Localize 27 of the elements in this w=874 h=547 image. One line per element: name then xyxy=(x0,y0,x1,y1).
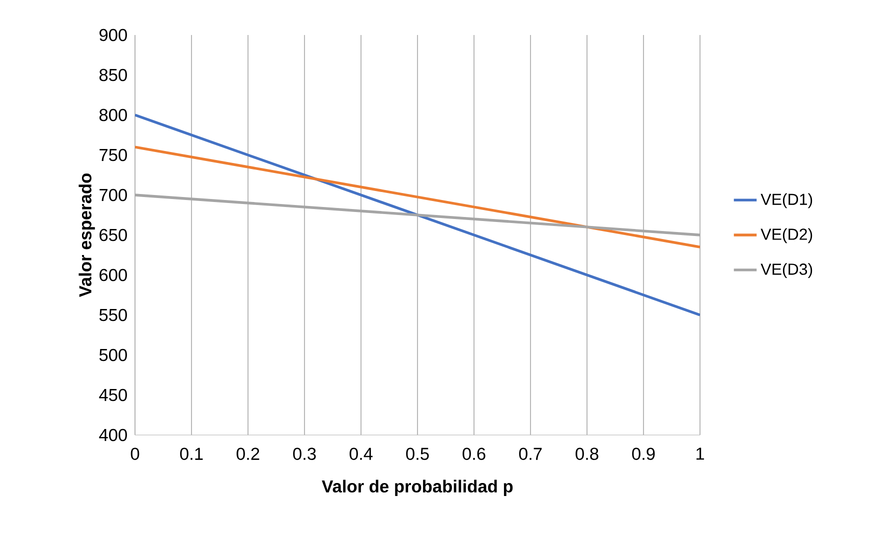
y-tick-label: 600 xyxy=(100,268,127,282)
y-tick-label: 550 xyxy=(99,308,127,322)
y-tick-label: 800 xyxy=(99,108,127,122)
y-tick-label: 450 xyxy=(99,388,127,402)
y-tick-label: 400 xyxy=(99,428,127,442)
legend-label: VE(D3) xyxy=(760,263,812,278)
x-tick-label: 0.9 xyxy=(632,448,655,460)
y-tick-label: 850 xyxy=(99,68,127,82)
x-axis-title: Valor de probabilidad p xyxy=(322,480,513,496)
legend-label: VE(D2) xyxy=(760,228,812,244)
x-tick-label: 0.7 xyxy=(519,448,542,460)
x-tick-label: 1 xyxy=(696,448,704,460)
x-tick-label: 0.6 xyxy=(462,448,486,460)
legend-label: VE(D1) xyxy=(760,193,812,208)
x-tick-label: 0.2 xyxy=(236,448,260,460)
x-tick-label: 0.1 xyxy=(180,448,203,460)
x-tick-label: 0.8 xyxy=(576,448,598,460)
y-tick-label: 700 xyxy=(100,188,127,202)
y-tick-label: 500 xyxy=(99,348,127,362)
y-tick-label: 900 xyxy=(100,28,127,42)
x-tick-label: 0.5 xyxy=(406,448,429,460)
y-tick-label: 750 xyxy=(100,148,127,162)
x-tick-label: 0.3 xyxy=(293,448,316,460)
y-tick-label: 650 xyxy=(100,228,127,242)
x-tick-label: 0.4 xyxy=(350,448,373,460)
y-axis-title: Valor esperado xyxy=(78,174,95,298)
x-tick-label: 0 xyxy=(130,448,140,460)
